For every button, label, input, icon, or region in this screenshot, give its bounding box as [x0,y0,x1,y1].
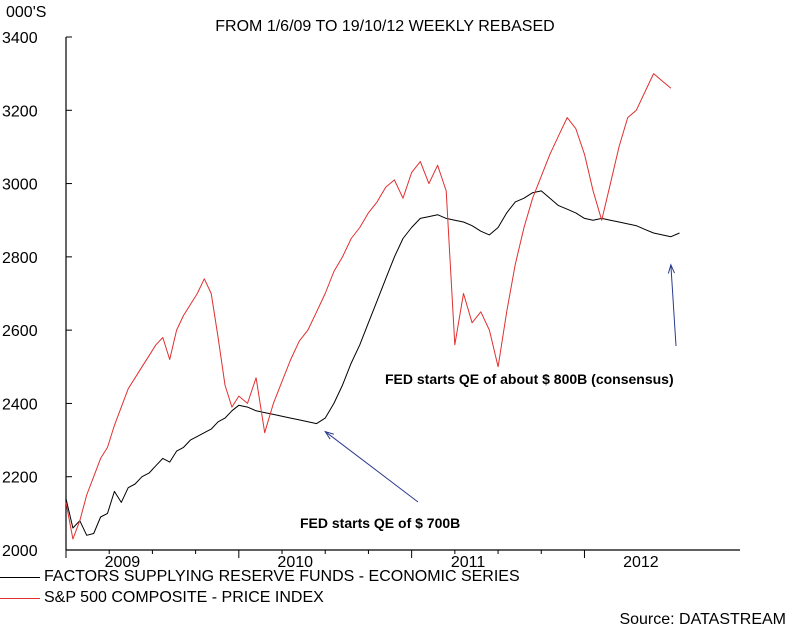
legend-label-reserve-funds: FACTORS SUPPLYING RESERVE FUNDS - ECONOM… [44,568,520,585]
y-axis-unit-label: 000'S [6,4,46,21]
annotation-arrow-line [670,264,677,347]
legend-item-reserve-funds: FACTORS SUPPLYING RESERVE FUNDS - ECONOM… [0,568,800,586]
series-line-1 [65,73,672,540]
y-tick-label: 2600 [2,323,38,340]
annotation-arrow-head [324,430,334,440]
annotation-arrow-line [324,431,419,503]
legend-swatch-black [0,577,40,578]
x-tick-label: 2010 [277,554,313,571]
annotation-label: FED starts QE of $ 700B [300,515,460,531]
annotation-arrow-head [667,263,675,274]
source-label: Source: DATASTREAM [619,611,786,628]
chart-title: FROM 1/6/09 TO 19/10/12 WEEKLY REBASED [215,18,554,35]
annotation-label: FED starts QE of about $ 800B (consensus… [385,371,674,387]
x-tick-label: 2009 [105,554,141,571]
y-tick-label: 2400 [2,396,38,413]
legend-swatch-red [0,598,40,599]
axes [65,37,740,551]
y-tick-label: 2800 [2,250,38,267]
x-tick-label: 2011 [451,554,486,571]
y-tick-label: 2200 [2,470,38,487]
y-tick-label: 3000 [2,177,38,194]
legend-label-sp500: S&P 500 COMPOSITE - PRICE INDEX [44,589,324,606]
series-line-0 [65,190,680,536]
series-group [65,73,680,540]
y-tick-label: 3400 [2,30,38,47]
x-tick-label: 2012 [623,554,659,571]
y-tick-label: 3200 [2,103,38,120]
annotations-group: FED starts QE of $ 700B FED starts QE of … [300,263,677,531]
y-axis-ticks: 2000 2200 2400 2600 2800 3000 3200 3400 [2,30,72,560]
legend-item-sp500: S&P 500 COMPOSITE - PRICE INDEX [0,589,800,607]
y-tick-label: 2000 [2,543,38,560]
x-axis-ticks: 2009 2010 2011 2012 [65,550,659,571]
